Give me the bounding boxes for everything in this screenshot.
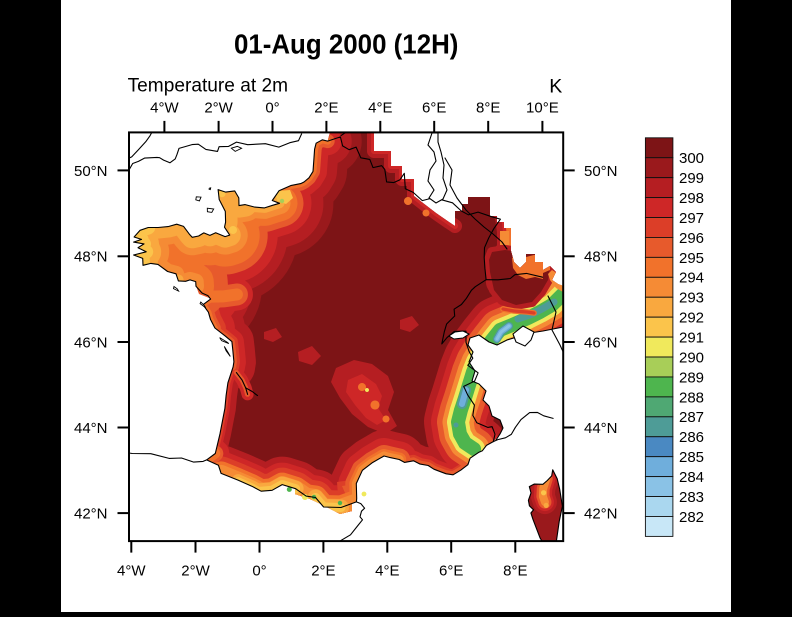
svg-text:48°N: 48°N <box>584 249 618 266</box>
svg-text:289: 289 <box>679 369 704 386</box>
svg-text:294: 294 <box>679 270 704 287</box>
svg-text:6°E: 6°E <box>422 100 446 117</box>
svg-text:298: 298 <box>679 190 704 207</box>
svg-text:K: K <box>549 76 562 98</box>
svg-text:297: 297 <box>679 210 704 227</box>
svg-text:8°E: 8°E <box>503 563 527 580</box>
svg-text:Temperature at 2m: Temperature at 2m <box>128 75 288 97</box>
svg-text:6°E: 6°E <box>439 563 463 580</box>
svg-text:287: 287 <box>679 409 704 426</box>
svg-text:10°E: 10°E <box>526 100 559 117</box>
svg-text:4°E: 4°E <box>375 563 399 580</box>
svg-text:295: 295 <box>679 250 704 267</box>
svg-text:285: 285 <box>679 449 704 466</box>
svg-text:42°N: 42°N <box>74 506 108 523</box>
svg-text:0°: 0° <box>265 100 279 117</box>
svg-text:284: 284 <box>679 469 704 486</box>
svg-text:01-Aug 2000 (12H): 01-Aug 2000 (12H) <box>234 29 459 60</box>
svg-text:42°N: 42°N <box>584 506 618 523</box>
svg-text:2°E: 2°E <box>311 563 335 580</box>
svg-text:2°W: 2°W <box>204 100 233 117</box>
svg-text:292: 292 <box>679 310 704 327</box>
svg-text:50°N: 50°N <box>584 163 618 180</box>
svg-text:290: 290 <box>679 349 704 366</box>
svg-text:282: 282 <box>679 509 704 526</box>
svg-text:2°W: 2°W <box>181 563 210 580</box>
svg-text:50°N: 50°N <box>74 163 108 180</box>
svg-text:283: 283 <box>679 489 704 506</box>
svg-text:44°N: 44°N <box>584 420 618 437</box>
svg-text:2°E: 2°E <box>314 100 338 117</box>
svg-text:299: 299 <box>679 170 704 187</box>
svg-text:8°E: 8°E <box>476 100 500 117</box>
svg-text:4°E: 4°E <box>368 100 392 117</box>
svg-text:296: 296 <box>679 230 704 247</box>
svg-text:288: 288 <box>679 389 704 406</box>
svg-text:46°N: 46°N <box>74 334 108 351</box>
svg-text:4°W: 4°W <box>150 100 179 117</box>
svg-text:48°N: 48°N <box>74 249 108 266</box>
svg-text:44°N: 44°N <box>74 420 108 437</box>
svg-text:0°: 0° <box>252 563 266 580</box>
svg-text:286: 286 <box>679 429 704 446</box>
svg-text:293: 293 <box>679 290 704 307</box>
svg-text:4°W: 4°W <box>117 563 146 580</box>
svg-text:46°N: 46°N <box>584 334 618 351</box>
svg-text:291: 291 <box>679 330 704 347</box>
svg-text:300: 300 <box>679 150 704 167</box>
